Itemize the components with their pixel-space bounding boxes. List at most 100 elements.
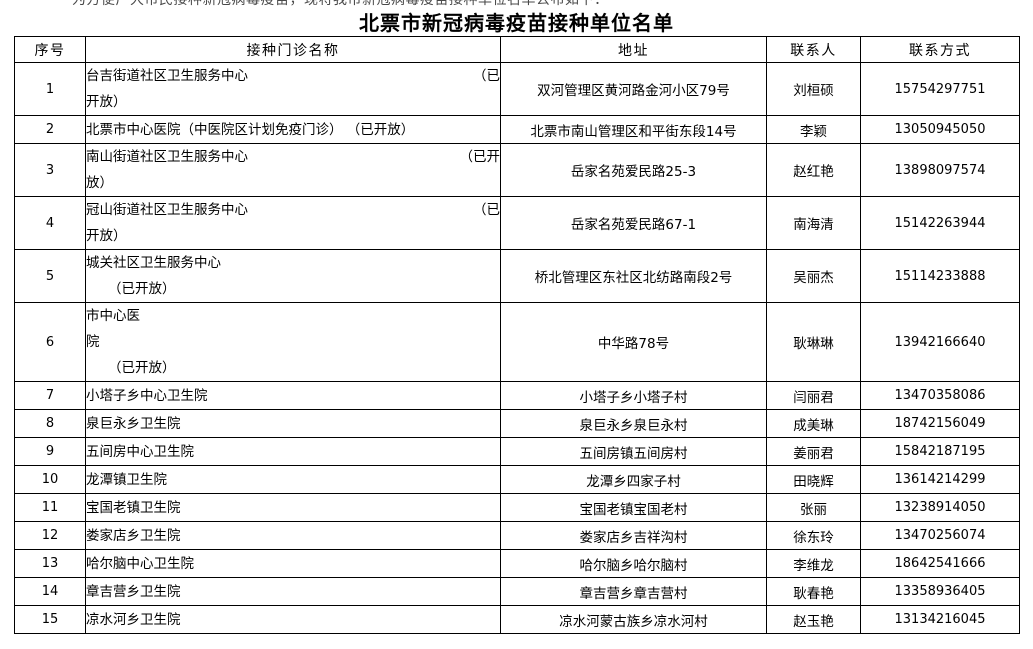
table-header: 序号 接种门诊名称 地址 联系人 联系方式: [14, 36, 1020, 63]
cell-clinic-name: 凉水河乡卫生院: [85, 605, 501, 634]
cut-off-paragraph-text: 为方便广大市民接种新冠病毒疫苗，现将我市新冠病毒疫苗接种单位名单公布如下：: [72, 0, 609, 7]
clinic-name-line-1: 台吉街道社区卫生服务中心 （已: [86, 63, 500, 89]
cell-contact-person: 成美琳: [766, 409, 861, 438]
cell-contact-method: 15842187195: [860, 437, 1020, 466]
cell-contact-person: 耿春艳: [766, 577, 861, 606]
clinic-name-line-1: 冠山街道社区卫生服务中心 （已: [86, 197, 500, 223]
cell-address: 桥北管理区东社区北纺路南段2号: [500, 249, 767, 303]
cell-index: 13: [14, 549, 86, 578]
cell-address: 哈尔脑乡哈尔脑村: [500, 549, 767, 578]
cell-contact-method: 15754297751: [860, 62, 1020, 116]
cell-contact-method: 13470256074: [860, 521, 1020, 550]
cell-contact-method: 13942166640: [860, 302, 1020, 382]
table-row: 12 娄家店乡卫生院 娄家店乡吉祥沟村 徐东玲 13470256074: [14, 521, 1020, 550]
table-row: 10 龙潭镇卫生院 龙潭乡四家子村 田晓辉 13614214299: [14, 465, 1020, 494]
cell-address: 双河管理区黄河路金河小区79号: [500, 62, 767, 116]
column-header-contact-method: 联系方式: [860, 36, 1020, 63]
cell-index: 3: [14, 143, 86, 197]
cell-contact-person: 耿琳琳: [766, 302, 861, 382]
cell-contact-person: 田晓辉: [766, 465, 861, 494]
cell-index: 5: [14, 249, 86, 303]
clinic-name-line-2: （已开放）: [108, 281, 176, 297]
cell-clinic-name: 北票市中心医院（中医院区计划免疫门诊） （已开放）: [85, 115, 501, 144]
column-header-index: 序号: [14, 36, 86, 63]
table-row: 13 哈尔脑中心卫生院 哈尔脑乡哈尔脑村 李维龙 18642541666: [14, 549, 1020, 578]
table-row: 4 冠山街道社区卫生服务中心 （已 开放） 岳家名苑爱民路67-1 南海清 15142263…: [14, 196, 1020, 250]
clinic-name-main: 南山街道社区卫生服务中心: [86, 149, 248, 165]
clinic-name-line-1: 宝国老镇卫生院: [86, 499, 181, 516]
cell-contact-method: 13134216045: [860, 605, 1020, 634]
cell-clinic-name: 哈尔脑中心卫生院: [85, 549, 501, 578]
cell-index: 1: [14, 62, 86, 116]
cell-contact-method: 18642541666: [860, 549, 1020, 578]
cell-address: 小塔子乡小塔子村: [500, 381, 767, 410]
cell-address: 龙潭乡四家子村: [500, 465, 767, 494]
cell-clinic-name: 小塔子乡中心卫生院: [85, 381, 501, 410]
cell-contact-method: 15114233888: [860, 249, 1020, 303]
cell-index: 10: [14, 465, 86, 494]
cell-contact-method: 13898097574: [860, 143, 1020, 197]
table-row: 9 五间房中心卫生院 五间房镇五间房村 姜丽君 15842187195: [14, 437, 1020, 466]
cell-index: 9: [14, 437, 86, 466]
cell-index: 2: [14, 115, 86, 144]
cell-address: 岳家名苑爱民路25-3: [500, 143, 767, 197]
column-header-address: 地址: [500, 36, 767, 63]
clinic-name-line-1: 凉水河乡卫生院: [86, 611, 181, 628]
clinic-name-main: 台吉街道社区卫生服务中心: [86, 68, 248, 84]
cell-clinic-name: 冠山街道社区卫生服务中心 （已 开放）: [85, 196, 501, 250]
cell-index: 15: [14, 605, 86, 634]
table-row: 7 小塔子乡中心卫生院 小塔子乡小塔子村 闫丽君 13470358086: [14, 381, 1020, 410]
table-row: 1 台吉街道社区卫生服务中心 （已 开放） 双河管理区黄河路金河小区79号 刘桓硕 1575…: [14, 62, 1020, 116]
cell-clinic-name: 市中心医院 （已开放）: [85, 302, 501, 382]
clinic-name-line-1: 五间房中心卫生院: [86, 443, 194, 460]
cell-contact-person: 吴丽杰: [766, 249, 861, 303]
clinic-name-line-1: 北票市中心医院（中医院区计划免疫门诊） （已开放）: [86, 121, 415, 138]
cell-address: 泉巨永乡泉巨永村: [500, 409, 767, 438]
table-row: 11 宝国老镇卫生院 宝国老镇宝国老村 张丽 13238914050: [14, 493, 1020, 522]
cell-address: 宝国老镇宝国老村: [500, 493, 767, 522]
clinic-name-status-head: （已: [473, 68, 500, 84]
cell-address: 五间房镇五间房村: [500, 437, 767, 466]
vaccination-sites-table: 序号 接种门诊名称 地址 联系人 联系方式 1 台吉街道社区卫生服务中心 （已 开放）…: [14, 36, 1020, 634]
clinic-name-status-head: （已: [473, 202, 500, 218]
cell-clinic-name: 台吉街道社区卫生服务中心 （已 开放）: [85, 62, 501, 116]
clinic-name-line-1: 市中心医: [86, 308, 140, 324]
cell-clinic-name: 章吉营乡卫生院: [85, 577, 501, 606]
cell-address: 章吉营乡章吉营村: [500, 577, 767, 606]
table-body: 1 台吉街道社区卫生服务中心 （已 开放） 双河管理区黄河路金河小区79号 刘桓硕 1575…: [14, 62, 1020, 634]
table-row: 8 泉巨永乡卫生院 泉巨永乡泉巨永村 成美琳 18742156049: [14, 409, 1020, 438]
cell-index: 4: [14, 196, 86, 250]
clinic-name-line-1: 泉巨永乡卫生院: [86, 415, 181, 432]
cell-clinic-name: 宝国老镇卫生院: [85, 493, 501, 522]
table-row: 2 北票市中心医院（中医院区计划免疫门诊） （已开放） 北票市南山管理区和平街东段1…: [14, 115, 1020, 144]
cell-contact-person: 赵玉艳: [766, 605, 861, 634]
table-row: 15 凉水河乡卫生院 凉水河蒙古族乡凉水河村 赵玉艳 13134216045: [14, 605, 1020, 634]
cell-contact-person: 李维龙: [766, 549, 861, 578]
column-header-contact-person: 联系人: [766, 36, 861, 63]
clinic-name-line-2: 院: [86, 334, 100, 350]
cell-contact-person: 赵红艳: [766, 143, 861, 197]
cell-contact-person: 闫丽君: [766, 381, 861, 410]
clinic-name-status-head: （已开: [459, 149, 501, 165]
cell-index: 14: [14, 577, 86, 606]
clinic-name-line-1: 小塔子乡中心卫生院: [86, 387, 208, 404]
clinic-name-line-1: 城关社区卫生服务中心: [86, 255, 221, 271]
column-header-clinic-name: 接种门诊名称: [85, 36, 501, 63]
cell-contact-person: 徐东玲: [766, 521, 861, 550]
cell-contact-person: 姜丽君: [766, 437, 861, 466]
cell-index: 6: [14, 302, 86, 382]
clinic-name-line-1: 章吉营乡卫生院: [86, 583, 181, 600]
cut-off-paragraph: 为方便广大市民接种新冠病毒疫苗，现将我市新冠病毒疫苗接种单位名单公布如下：: [0, 0, 1033, 7]
cell-contact-method: 18742156049: [860, 409, 1020, 438]
cell-address: 岳家名苑爱民路67-1: [500, 196, 767, 250]
clinic-name-line-3: （已开放）: [108, 360, 176, 376]
table-row: 5 城关社区卫生服务中心 （已开放） 桥北管理区东社区北纺路南段2号 吴丽杰 151142…: [14, 249, 1020, 303]
cell-clinic-name: 泉巨永乡卫生院: [85, 409, 501, 438]
clinic-name-line-2: 放）: [86, 175, 113, 191]
cell-contact-method: 15142263944: [860, 196, 1020, 250]
cell-contact-method: 13238914050: [860, 493, 1020, 522]
cell-address: 凉水河蒙古族乡凉水河村: [500, 605, 767, 634]
table-row: 6 市中心医院 （已开放） 中华路78号 耿琳琳 13942166640: [14, 302, 1020, 382]
cell-clinic-name: 城关社区卫生服务中心 （已开放）: [85, 249, 501, 303]
